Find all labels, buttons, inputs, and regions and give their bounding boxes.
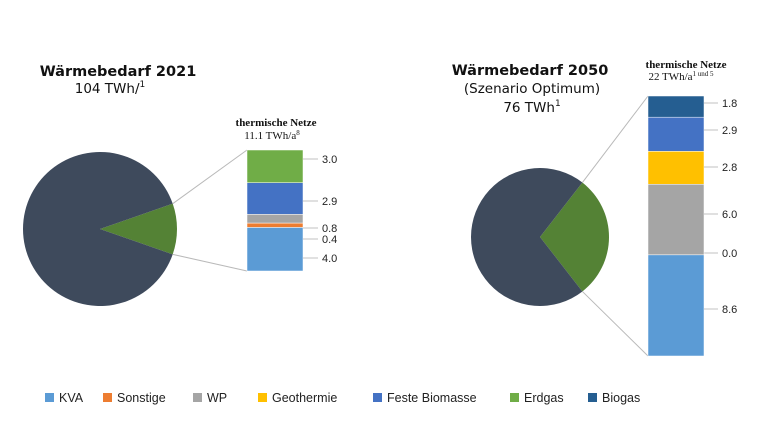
chart-title: Wärmebedarf 2050 <box>452 63 609 79</box>
value-label-feste-biomasse: 2.9 <box>722 125 737 137</box>
stack-title: thermische Netze <box>236 117 317 129</box>
legend-label-kva: KVA <box>59 391 84 405</box>
connector-line-bottom <box>582 291 649 357</box>
stack-subtitle: 11.1 TWh/a8 <box>244 129 300 142</box>
value-label-erdgas: 3.0 <box>322 154 337 166</box>
chart-2021: Wärmebedarf 2021 104 TWh/1 thermische Ne… <box>23 64 337 306</box>
stack-subtitle: 22 TWh/a1 und 5 <box>648 70 714 83</box>
stack-segment-geothermie <box>647 151 705 185</box>
value-label-geothermie: 2.8 <box>722 162 737 174</box>
legend: KVA Sonstige WP Geothermie Feste Biomass… <box>45 391 640 405</box>
legend-label-biogas: Biogas <box>602 391 640 405</box>
pie-slice-thermische-netze <box>100 203 177 255</box>
legend-label-sonstige: Sonstige <box>117 391 166 405</box>
stack-segment-feste-biomasse <box>246 182 304 215</box>
pie-slice-rest <box>471 168 583 306</box>
chart-2050: Wärmebedarf 2050 (Szenario Optimum) 76 T… <box>452 59 737 357</box>
chart-total: 76 TWh1 <box>503 99 560 116</box>
stack-segment-erdgas <box>246 149 304 183</box>
stack-segment-biogas <box>647 95 705 118</box>
legend-swatch-geothermie <box>258 393 267 402</box>
legend-label-erdgas: Erdgas <box>524 391 564 405</box>
stack-segment-feste-biomasse <box>647 116 705 152</box>
legend-swatch-wp <box>193 393 202 402</box>
pie-2050 <box>471 95 649 357</box>
pie-slice-thermische-netze <box>540 182 610 292</box>
value-label-wp: 0.8 <box>322 223 337 235</box>
value-label-biogas: 1.8 <box>722 98 737 110</box>
legend-swatch-sonstige <box>103 393 112 402</box>
stack-segment-wp <box>647 183 705 256</box>
connector-line-bottom <box>172 253 248 272</box>
legend-label-geothermie: Geothermie <box>272 391 337 405</box>
stack-title: thermische Netze <box>646 59 727 71</box>
stack-segment-kva <box>647 254 705 357</box>
value-label-sonstige: 0.0 <box>722 248 737 260</box>
legend-swatch-erdgas <box>510 393 519 402</box>
connector-line-top <box>172 149 248 205</box>
stack-segment-sonstige <box>246 222 304 228</box>
value-label-feste-biomasse: 2.9 <box>322 196 337 208</box>
stack-bar-2050: 8.6 0.0 6.0 2.8 2.9 1.8 <box>647 95 737 357</box>
value-label-sonstige: 0.4 <box>322 234 337 246</box>
stack-segment-kva <box>246 227 304 272</box>
pie-2021 <box>23 149 248 306</box>
chart-scenario: (Szenario Optimum) <box>464 81 600 97</box>
legend-swatch-kva <box>45 393 54 402</box>
chart-total: 104 TWh/1 <box>75 80 146 97</box>
value-label-wp: 6.0 <box>722 209 737 221</box>
legend-label-feste-biomasse: Feste Biomasse <box>387 391 477 405</box>
connector-line-top <box>581 95 649 183</box>
chart-title: Wärmebedarf 2021 <box>40 64 197 80</box>
legend-swatch-feste-biomasse <box>373 393 382 402</box>
legend-swatch-biogas <box>588 393 597 402</box>
value-label-kva: 4.0 <box>322 253 337 265</box>
stack-bar-2021: 4.0 0.40.8 2.9 3.0 <box>246 149 337 272</box>
legend-label-wp: WP <box>207 391 227 405</box>
pie-slice-rest <box>23 152 173 306</box>
value-label-kva: 8.6 <box>722 304 737 316</box>
stack-segment-wp <box>246 214 304 224</box>
